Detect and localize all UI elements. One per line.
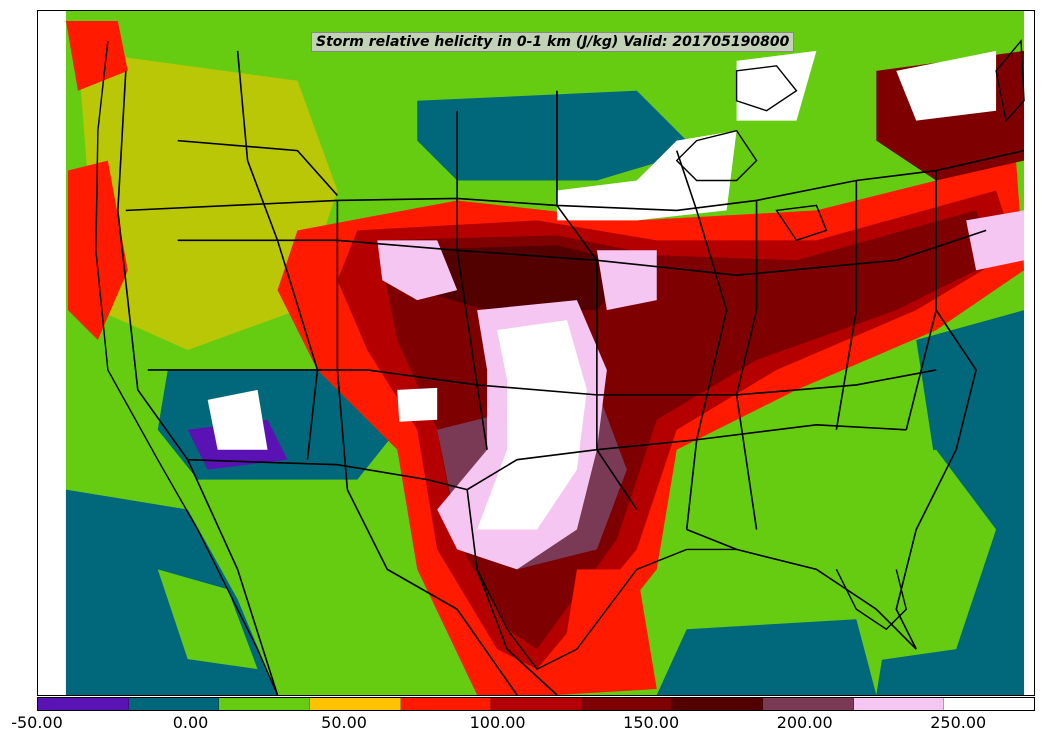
field-atlantic-green (776, 449, 997, 670)
field-pnw-red (65, 20, 128, 91)
field-baja-green (157, 569, 258, 670)
map-panel: Storm relative helicity in 0-1 km (J/kg)… (37, 10, 1035, 696)
field-midatlantic-pink (966, 210, 1025, 271)
field-plains-pink (377, 240, 458, 301)
colorbar-tick-label: 0.00 (172, 713, 209, 732)
field-texas-red (556, 569, 657, 695)
field-west-yellow (77, 50, 338, 351)
helicity-map (65, 11, 1025, 695)
colorbar-tick-label: 50.00 (321, 713, 367, 732)
colorbar-segment (853, 698, 945, 710)
field-sw-white (207, 389, 268, 450)
field-west-red (67, 160, 128, 341)
colorbar-tick-label: 200.00 (776, 713, 833, 732)
colorbar-segment (944, 698, 1035, 710)
colorbar (37, 697, 1035, 711)
colorbar-tick-label: 100.00 (469, 713, 526, 732)
field-sw-white-2 (397, 387, 438, 422)
map-title: Storm relative helicity in 0-1 km (J/kg)… (311, 32, 795, 52)
colorbar-tick-label: 150.00 (623, 713, 680, 732)
field-core-white (477, 320, 587, 530)
field-northeast-white (896, 50, 997, 121)
colorbar-segment (38, 698, 129, 710)
colorbar-segment (672, 698, 764, 710)
field-band-darkmaroon (397, 245, 637, 311)
field-gulf-teal (656, 619, 877, 695)
colorbar-tick-label: 250.00 (930, 713, 987, 732)
coastlines (95, 39, 1025, 695)
colorbar-tick-label: -50.00 (11, 713, 63, 732)
colorbar-segment (128, 698, 220, 710)
colorbar-segment (763, 698, 854, 710)
colorbar-segment (581, 698, 673, 710)
colorbar-segment (309, 698, 401, 710)
state-boundaries (117, 50, 1025, 695)
colorbar-segment (219, 698, 310, 710)
colorbar-segment (400, 698, 492, 710)
field-plains-pink-2 (596, 250, 657, 311)
colorbar-segment (491, 698, 582, 710)
